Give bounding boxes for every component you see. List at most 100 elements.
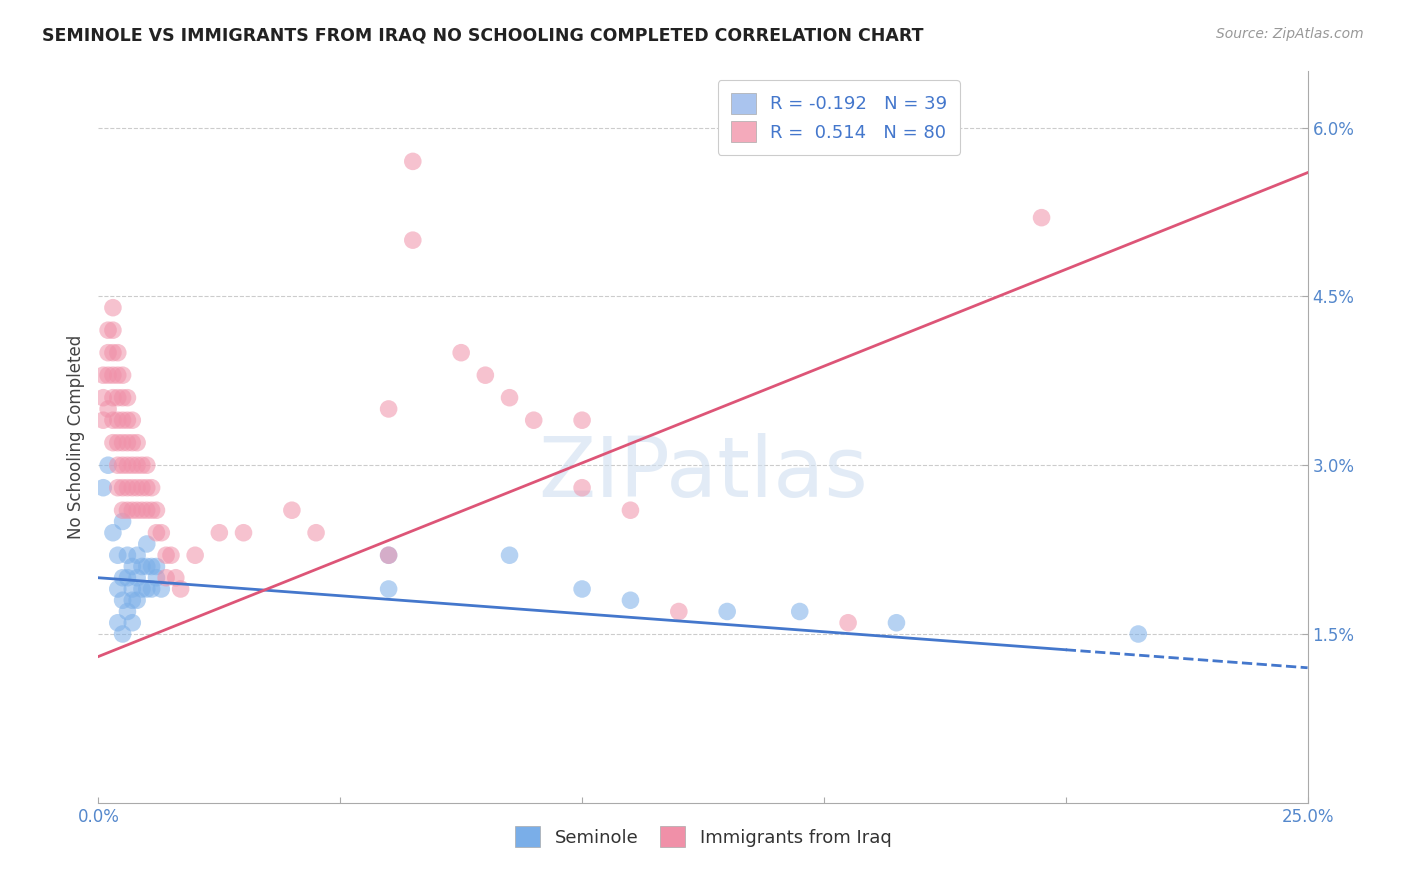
Point bbox=[97, 345, 120, 359]
Point bbox=[668, 605, 690, 619]
Point bbox=[184, 548, 207, 562]
Point bbox=[111, 593, 134, 607]
Point bbox=[165, 571, 187, 585]
Point bbox=[117, 413, 139, 427]
Point bbox=[450, 345, 472, 359]
Point bbox=[377, 548, 399, 562]
Point bbox=[101, 435, 124, 450]
Point bbox=[111, 627, 134, 641]
Point bbox=[498, 548, 520, 562]
Point bbox=[127, 593, 149, 607]
Point bbox=[117, 503, 139, 517]
Point bbox=[402, 233, 425, 247]
Point bbox=[523, 413, 546, 427]
Point bbox=[305, 525, 328, 540]
Point bbox=[145, 559, 167, 574]
Point bbox=[155, 571, 177, 585]
Point bbox=[150, 525, 173, 540]
Point bbox=[131, 559, 153, 574]
Point bbox=[377, 582, 399, 596]
Point bbox=[135, 503, 157, 517]
Point bbox=[111, 435, 134, 450]
Point bbox=[101, 413, 124, 427]
Point bbox=[107, 615, 129, 630]
Point bbox=[377, 548, 399, 562]
Point bbox=[107, 481, 129, 495]
Point bbox=[145, 503, 167, 517]
Point bbox=[111, 571, 134, 585]
Point bbox=[111, 515, 134, 529]
Point bbox=[131, 582, 153, 596]
Point bbox=[141, 503, 163, 517]
Text: SEMINOLE VS IMMIGRANTS FROM IRAQ NO SCHOOLING COMPLETED CORRELATION CHART: SEMINOLE VS IMMIGRANTS FROM IRAQ NO SCHO… bbox=[42, 27, 924, 45]
Point bbox=[117, 548, 139, 562]
Point bbox=[117, 458, 139, 473]
Point bbox=[111, 503, 134, 517]
Point bbox=[127, 571, 149, 585]
Point bbox=[1031, 211, 1053, 225]
Point bbox=[141, 582, 163, 596]
Point bbox=[135, 559, 157, 574]
Point bbox=[101, 323, 124, 337]
Point bbox=[111, 368, 134, 383]
Text: ZIPatlas: ZIPatlas bbox=[538, 434, 868, 514]
Point bbox=[101, 525, 124, 540]
Point bbox=[208, 525, 231, 540]
Point bbox=[145, 525, 167, 540]
Point bbox=[111, 481, 134, 495]
Point bbox=[101, 368, 124, 383]
Point bbox=[97, 401, 120, 416]
Point bbox=[571, 582, 593, 596]
Point bbox=[131, 458, 153, 473]
Point bbox=[91, 391, 114, 405]
Point bbox=[121, 582, 143, 596]
Point bbox=[135, 582, 157, 596]
Point bbox=[101, 301, 124, 315]
Point bbox=[474, 368, 496, 383]
Point bbox=[121, 593, 143, 607]
Point bbox=[571, 481, 593, 495]
Point bbox=[837, 615, 859, 630]
Point bbox=[91, 481, 114, 495]
Point bbox=[111, 458, 134, 473]
Point bbox=[127, 435, 149, 450]
Point bbox=[402, 154, 425, 169]
Point bbox=[716, 605, 738, 619]
Point bbox=[498, 391, 520, 405]
Point bbox=[155, 548, 177, 562]
Point bbox=[1128, 627, 1150, 641]
Point bbox=[121, 413, 143, 427]
Point bbox=[121, 559, 143, 574]
Point bbox=[131, 503, 153, 517]
Point bbox=[101, 391, 124, 405]
Point bbox=[121, 458, 143, 473]
Point bbox=[121, 503, 143, 517]
Point bbox=[97, 368, 120, 383]
Point bbox=[127, 503, 149, 517]
Point bbox=[789, 605, 811, 619]
Point bbox=[117, 605, 139, 619]
Point bbox=[91, 413, 114, 427]
Point bbox=[377, 401, 399, 416]
Point bbox=[107, 345, 129, 359]
Point bbox=[107, 458, 129, 473]
Point bbox=[160, 548, 183, 562]
Point bbox=[107, 391, 129, 405]
Point bbox=[117, 391, 139, 405]
Point bbox=[111, 391, 134, 405]
Point bbox=[141, 481, 163, 495]
Point bbox=[232, 525, 254, 540]
Point bbox=[145, 571, 167, 585]
Point bbox=[150, 582, 173, 596]
Point bbox=[91, 368, 114, 383]
Text: Source: ZipAtlas.com: Source: ZipAtlas.com bbox=[1216, 27, 1364, 41]
Point bbox=[107, 413, 129, 427]
Point bbox=[169, 582, 191, 596]
Legend: Seminole, Immigrants from Iraq: Seminole, Immigrants from Iraq bbox=[502, 814, 904, 860]
Point bbox=[135, 537, 157, 551]
Point bbox=[135, 458, 157, 473]
Y-axis label: No Schooling Completed: No Schooling Completed bbox=[66, 335, 84, 539]
Point bbox=[107, 548, 129, 562]
Point bbox=[111, 413, 134, 427]
Point bbox=[127, 548, 149, 562]
